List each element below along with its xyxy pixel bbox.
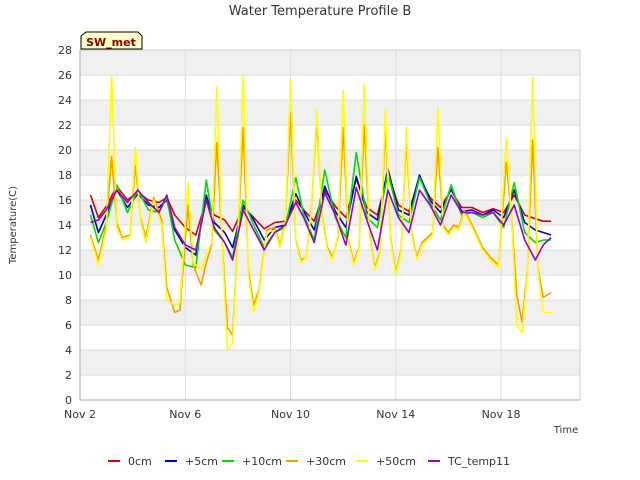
- legend-label: +50cm: [376, 455, 416, 468]
- y-tick-label: 12: [58, 244, 72, 257]
- legend-label: TC_temp11: [447, 455, 510, 468]
- y-tick-label: 24: [58, 94, 72, 107]
- legend-label: 0cm: [128, 455, 152, 468]
- x-tick-label: Nov 2: [64, 408, 96, 421]
- legend-label: +5cm: [185, 455, 218, 468]
- x-tick-label: Nov 6: [169, 408, 201, 421]
- plot-band: [80, 150, 580, 175]
- sw-met-badge: SW_met: [80, 31, 143, 50]
- badge-label: SW_met: [86, 36, 136, 49]
- plot-series: [89, 74, 552, 351]
- y-tick-label: 0: [65, 394, 72, 407]
- y-tick-label: 18: [58, 169, 72, 182]
- y-tick-label: 16: [58, 194, 72, 207]
- series-line-5: [90, 186, 552, 261]
- plot-band: [80, 50, 580, 75]
- y-tick-label: 22: [58, 119, 72, 132]
- y-tick-label: 28: [58, 44, 72, 57]
- legend-label: +10cm: [242, 455, 282, 468]
- x-tick-labels: Nov 2 Nov 6 Nov 10 Nov 14 Nov 18: [64, 408, 521, 421]
- y-tick-label: 20: [58, 144, 72, 157]
- series-line-4: [89, 74, 552, 351]
- badge-shape: [80, 31, 143, 50]
- y-tick-label: 26: [58, 69, 72, 82]
- y-axis-label: Temperature(C): [8, 186, 19, 265]
- x-tick-label: Nov 18: [482, 408, 521, 421]
- legend: 0cm +5cm +10cm +30cm +50cm TC_temp11: [108, 455, 510, 468]
- x-axis-label: Time: [553, 425, 578, 436]
- plot-band: [80, 300, 580, 325]
- x-tick-label: Nov 14: [376, 408, 415, 421]
- axes: [79, 49, 581, 401]
- y-tick-label: 10: [58, 269, 72, 282]
- legend-label: +30cm: [306, 455, 346, 468]
- y-tick-label: 4: [65, 344, 72, 357]
- x-tick-label: Nov 10: [271, 408, 310, 421]
- y-tick-label: 6: [65, 319, 72, 332]
- y-tick-label: 14: [58, 219, 72, 232]
- plot-band: [80, 100, 580, 125]
- chart-title: Water Temperature Profile B: [229, 4, 412, 19]
- y-tick-label: 2: [65, 369, 72, 382]
- y-tick-label: 8: [65, 294, 72, 307]
- plot-band: [80, 350, 580, 375]
